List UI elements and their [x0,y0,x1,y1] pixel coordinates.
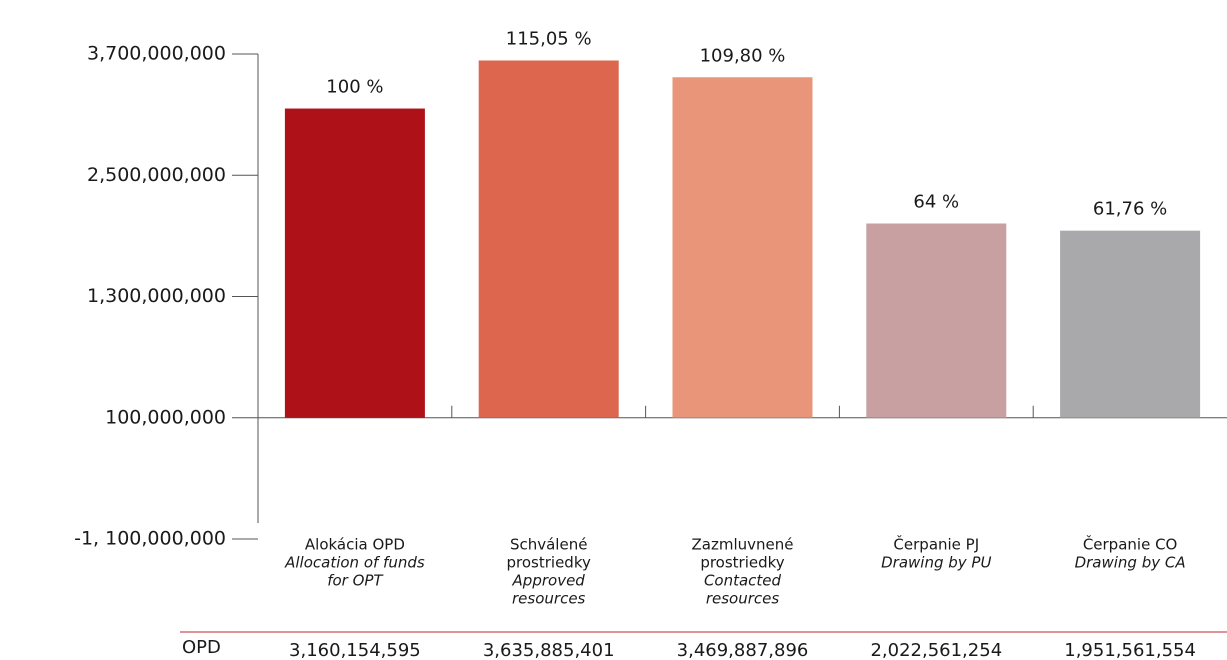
category-label-en: for OPT [327,572,384,590]
bar [478,60,619,418]
category-label: Čerpanie CO [1083,535,1178,554]
category-label-en: resources [706,590,780,608]
bar-annotation: 115,05 % [506,28,592,49]
category-label-en: Drawing by CA [1075,554,1186,572]
y-tick-label: 1,300,000,000 [87,285,226,307]
category-label-en: Contacted [704,572,782,590]
bar-annotation: 109,80 % [700,45,786,66]
table-value: 3,635,885,401 [483,640,615,660]
category-label-en: Allocation of funds [284,554,425,572]
category-label: prostriedky [700,554,784,572]
y-tick-label: 100,000,000 [105,406,226,428]
bar [672,77,813,418]
category-label-en: Drawing by PU [881,554,991,572]
table-value: 1,951,561,554 [1064,640,1196,660]
bar-annotation: 100 % [326,77,383,98]
table-value: 2,022,561,254 [870,640,1002,660]
category-label-en: resources [512,590,586,608]
bar-annotation: 64 % [913,191,959,212]
y-tick-label: 3,700,000,000 [87,43,226,65]
table-row-label: OPD [182,637,221,658]
category-label: Alokácia OPD [305,536,405,554]
y-tick-label: -1, 100,000,000 [74,528,226,550]
bar [1060,230,1201,418]
bar [866,223,1007,418]
category-label: Schválené [510,536,587,554]
table-value: 3,469,887,896 [677,640,809,660]
category-label: Čerpanie PJ [893,535,979,554]
bar-annotation: 61,76 % [1093,199,1167,220]
category-label-en: Approved [512,572,586,590]
category-label: Zazmluvnené [692,536,794,554]
bar [284,108,425,418]
table-value: 3,160,154,595 [289,640,421,660]
category-label: prostriedky [507,554,591,572]
y-tick-label: 2,500,000,000 [87,164,226,186]
